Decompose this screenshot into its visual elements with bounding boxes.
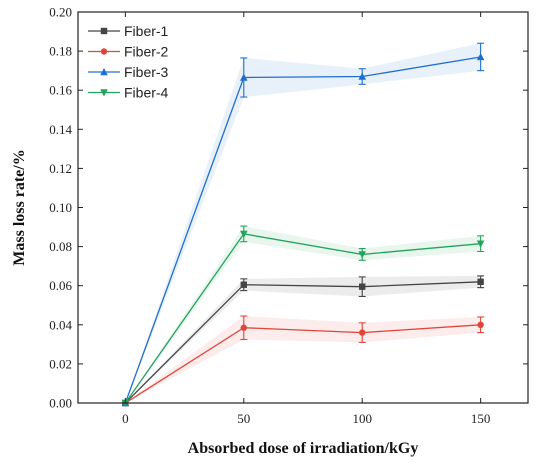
x-axis-title: Absorbed dose of irradiation/kGy xyxy=(188,440,419,457)
y-tick-label: 0.08 xyxy=(49,239,72,254)
error-band xyxy=(125,275,481,403)
data-point xyxy=(359,329,366,336)
legend-marker xyxy=(100,68,108,76)
data-point xyxy=(477,321,484,328)
data-point xyxy=(476,52,485,61)
x-tick-label: 100 xyxy=(352,411,372,426)
legend: Fiber-1 Fiber-2 Fiber-3 Fiber-4 xyxy=(88,23,169,101)
y-tick-label: 0.12 xyxy=(49,161,72,176)
series-line xyxy=(124,233,481,404)
legend-label: Fiber-4 xyxy=(124,85,169,101)
y-tick-label: 0.16 xyxy=(49,83,72,98)
legend-item-fiber-2: Fiber-2 xyxy=(88,44,169,60)
data-point xyxy=(358,251,367,259)
data-point xyxy=(476,240,485,248)
series-fiber-1 xyxy=(122,275,485,407)
y-tick-label: 0.10 xyxy=(49,200,72,215)
legend-marker xyxy=(100,48,108,55)
error-band xyxy=(125,316,481,403)
error-band xyxy=(125,226,481,403)
x-tick-label: 50 xyxy=(237,411,250,426)
data-point xyxy=(240,324,247,331)
y-tick-label: 0.06 xyxy=(49,278,72,293)
legend-item-fiber-3: Fiber-3 xyxy=(88,64,169,80)
series-fiber-3 xyxy=(121,42,485,407)
legend-label: Fiber-3 xyxy=(124,64,169,80)
legend-item-fiber-4: Fiber-4 xyxy=(88,85,169,101)
y-tick-label: 0.20 xyxy=(49,5,72,20)
chart-marks xyxy=(121,42,485,407)
legend-item-fiber-1: Fiber-1 xyxy=(88,23,169,39)
y-tick-label: 0.04 xyxy=(49,317,72,332)
y-tick-label: 0.18 xyxy=(49,44,72,59)
series-line xyxy=(124,281,481,404)
y-tick-label: 0.14 xyxy=(49,122,72,137)
x-tick-label: 150 xyxy=(471,411,491,426)
data-point xyxy=(477,278,484,285)
series-line xyxy=(124,56,481,404)
legend-marker xyxy=(100,27,108,35)
data-point xyxy=(358,72,367,80)
y-tick-label: 0.02 xyxy=(49,356,72,371)
y-axis-title: Mass loss rate/% xyxy=(11,149,28,265)
legend-label: Fiber-1 xyxy=(124,23,169,39)
data-point xyxy=(359,283,366,290)
data-point xyxy=(239,73,248,81)
legend-label: Fiber-2 xyxy=(124,44,169,60)
legend-marker xyxy=(100,89,108,97)
y-tick-label: 0.00 xyxy=(49,396,72,411)
data-point xyxy=(239,230,248,238)
series-fiber-4 xyxy=(121,225,485,407)
series-line xyxy=(125,324,481,404)
data-point xyxy=(240,281,247,288)
x-tick-label: 0 xyxy=(122,411,129,426)
axis-ticks: 0.00 0.02 0.04 0.06 0.08 0.10 0.12 0.14 0.16 0.18… xyxy=(49,5,528,426)
